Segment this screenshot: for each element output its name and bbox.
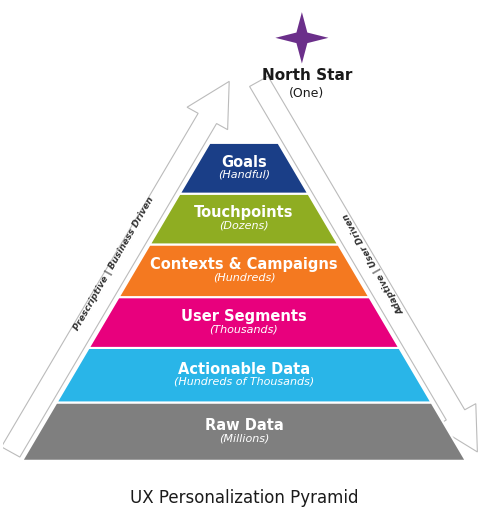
Text: Prescriptive | Business Driven: Prescriptive | Business Driven (72, 195, 155, 332)
Polygon shape (89, 297, 399, 348)
Text: (Hundreds): (Hundreds) (213, 272, 275, 282)
Polygon shape (57, 348, 431, 402)
Polygon shape (180, 143, 308, 194)
Text: Touchpoints: Touchpoints (194, 205, 294, 221)
Polygon shape (275, 12, 328, 63)
Polygon shape (1, 81, 229, 457)
Text: Adaptive | User Driven: Adaptive | User Driven (342, 211, 407, 315)
Text: Raw Data: Raw Data (204, 418, 284, 433)
Text: Actionable Data: Actionable Data (178, 361, 310, 377)
Polygon shape (119, 244, 369, 297)
Text: (Millions): (Millions) (219, 433, 269, 443)
Text: User Segments: User Segments (181, 309, 307, 324)
Text: (Handful): (Handful) (218, 170, 270, 180)
Polygon shape (150, 194, 338, 244)
Text: UX Personalization Pyramid: UX Personalization Pyramid (130, 489, 358, 507)
Text: (One): (One) (289, 87, 325, 100)
Text: (Hundreds of Thousands): (Hundreds of Thousands) (174, 377, 314, 387)
Text: (Dozens): (Dozens) (219, 221, 269, 230)
Text: North Star: North Star (262, 68, 352, 83)
Text: Goals: Goals (221, 155, 267, 169)
Text: (Thousands): (Thousands) (210, 324, 278, 334)
Polygon shape (22, 402, 466, 461)
Text: Contexts & Campaigns: Contexts & Campaigns (150, 257, 338, 272)
Polygon shape (249, 76, 477, 452)
